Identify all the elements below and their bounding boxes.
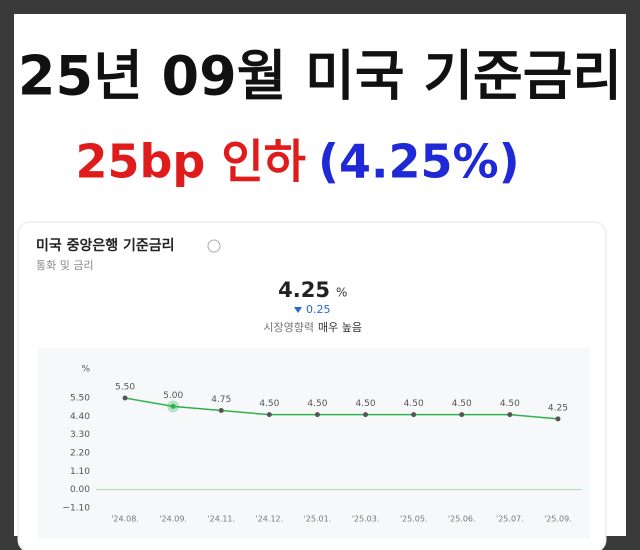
headline: 25년 09월 미국 기준금리: [18, 45, 622, 108]
value-label: 5.50: [115, 383, 135, 393]
point: [555, 416, 561, 422]
x-tick-label: '25.05.: [400, 515, 428, 524]
plot: −1.10 0.00 1.10 2.20 3.30 4.40 5.50 5.50 '24.08.…: [62, 383, 582, 524]
x-tick-label: '24.09.: [159, 515, 187, 524]
line: [124, 397, 559, 420]
influence-value: 매우 높음: [318, 321, 362, 334]
point: [122, 395, 128, 401]
card-title: 미국 중앙은행 기준금리: [36, 237, 175, 254]
point: [411, 412, 417, 418]
value-label: 4.75: [211, 395, 231, 405]
y-tick-label: 0.00: [70, 485, 90, 495]
info-icon[interactable]: [207, 239, 221, 253]
point: [459, 412, 465, 418]
x-tick-label: '24.12.: [256, 515, 284, 524]
y-tick-label: 5.50: [70, 394, 90, 404]
point: [363, 412, 369, 418]
y-tick-label: 4.40: [70, 412, 90, 422]
current-value: 4.25: [278, 278, 330, 302]
y-tick-label: 1.10: [70, 467, 90, 477]
x-tick-label: '25.07.: [496, 515, 524, 524]
x-tick-label: '25.03.: [352, 515, 380, 524]
y-unit: %: [81, 365, 90, 375]
value-label: 4.50: [259, 399, 279, 409]
change: 0.25: [306, 303, 331, 316]
y-tick-label: 3.30: [70, 430, 90, 440]
y-tick-label: 2.20: [70, 449, 90, 459]
x-tick-label: '25.01.: [304, 515, 332, 524]
x-tick-label: '25.09.: [544, 515, 572, 524]
point: [314, 412, 320, 418]
y-tick-label: −1.10: [62, 504, 90, 514]
influence-label: 시장영향력: [263, 321, 314, 334]
point: [507, 412, 513, 418]
x-tick-label: '24.08.: [111, 515, 139, 524]
x-tick-label: '24.11.: [207, 515, 235, 524]
value-label: 4.50: [307, 399, 327, 409]
value-label: 4.50: [404, 399, 424, 409]
card-category: 통화 및 금리: [36, 259, 94, 272]
value-label: 4.50: [452, 399, 472, 409]
x-tick-label: '25.06.: [448, 515, 476, 524]
headline-blue: (4.25%): [318, 135, 520, 189]
down-arrow: [294, 307, 302, 313]
current-unit: %: [336, 286, 347, 300]
plot-bg: [38, 348, 590, 538]
value-label: 5.00: [163, 391, 183, 401]
headline-red: 25bp 인하: [75, 135, 306, 189]
point: [218, 408, 224, 413]
point: [170, 403, 176, 409]
value-label: 4.50: [356, 399, 376, 409]
value-label: 4.25: [548, 403, 568, 413]
value-label: 4.50: [500, 399, 520, 409]
point: [266, 412, 272, 418]
